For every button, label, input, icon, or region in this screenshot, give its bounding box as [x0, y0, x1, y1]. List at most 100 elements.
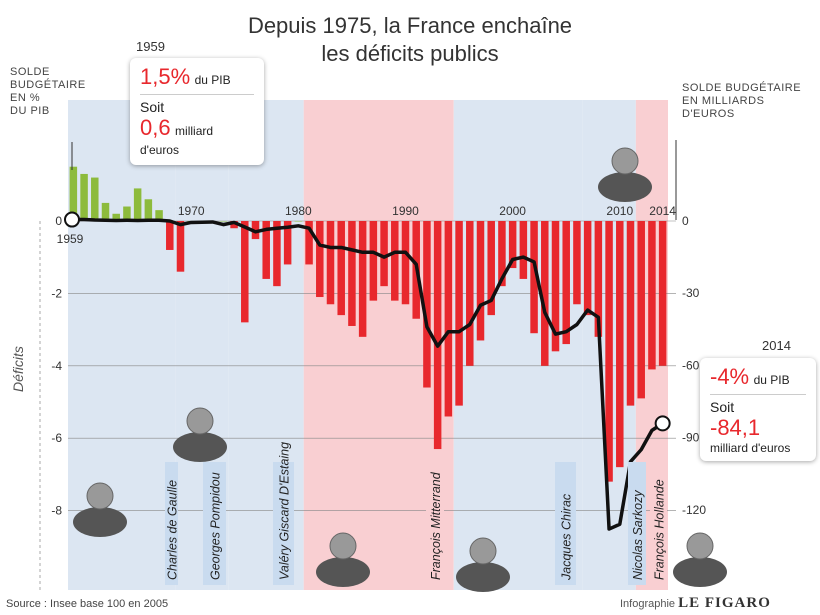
portrait-body — [456, 562, 510, 592]
president-label-box — [426, 462, 444, 585]
bar-1989 — [391, 221, 399, 301]
end-point — [654, 415, 671, 432]
bar-1998 — [487, 221, 495, 316]
left-axis-note-line: SOLDE — [10, 66, 50, 78]
president-name: Valéry Giscard D'Estaing — [278, 442, 292, 580]
president-name: Georges Pompidou — [209, 472, 223, 580]
bar-2001 — [519, 221, 528, 279]
president-name: François Hollande — [653, 479, 667, 580]
portraits — [73, 147, 727, 592]
bar-2003 — [541, 221, 549, 366]
bar-1982 — [316, 221, 324, 298]
y2-tick-label: -30 — [682, 286, 700, 300]
portrait-body — [173, 432, 227, 462]
callout-1959-year: 1959 — [136, 39, 165, 54]
president-label-box — [165, 462, 178, 585]
bar-1997 — [476, 221, 485, 341]
callout-2014-amount: -84,1 — [710, 415, 761, 440]
bar-2004 — [551, 221, 560, 352]
bar-1985 — [348, 221, 356, 326]
president-name: François Mitterrand — [429, 471, 443, 580]
footer-source: Source : Insee base 100 en 2005 — [6, 598, 169, 610]
president-labels: Charles de Gaulle Georges Pompidou Valéry … — [165, 442, 667, 585]
x-tick-label: 1970 — [178, 204, 205, 218]
bar-2007 — [583, 221, 592, 316]
bar-1996 — [466, 221, 474, 366]
y-tick-label: 0 — [55, 214, 62, 228]
bar-1967 — [155, 210, 163, 221]
y-tick-label: -4 — [51, 359, 62, 373]
bar-2014 — [658, 221, 667, 366]
y2-tick-label: -120 — [682, 503, 706, 517]
president-label-box — [628, 462, 646, 585]
bar-2000 — [508, 221, 517, 269]
callout-2014-pct: -4% — [710, 364, 750, 389]
x-tick-label: 1990 — [392, 204, 419, 218]
bar-1968 — [166, 221, 174, 250]
bar-1964 — [123, 206, 131, 221]
portrait-body — [73, 507, 127, 537]
bar-1975 — [241, 221, 249, 323]
y-axis-title: Déficits — [10, 346, 26, 392]
bar-1993 — [433, 221, 442, 450]
bar-1981 — [305, 221, 313, 265]
left-axis-note: SOLDE BUDGÉTAIRE EN % DU PIB — [10, 66, 86, 118]
start-point — [64, 211, 80, 228]
right-axis-note: SOLDE BUDGÉTAIRE EN MILLIARDS D'EUROS — [682, 82, 801, 121]
brand-name: LE FIGARO — [678, 595, 771, 611]
brand-prefix: Infographie — [620, 598, 676, 610]
bar-1986 — [358, 221, 367, 337]
portrait-head — [86, 482, 114, 510]
callout-2014-year: 2014 — [762, 338, 791, 353]
callout-2014: -4% du PIB Soit -84,1 milliard d'euros — [700, 358, 816, 461]
bar-2006 — [573, 221, 581, 305]
president-name: Nicolas Sarkozy — [631, 490, 645, 580]
bar-2012 — [637, 221, 645, 399]
bar-1973 — [219, 221, 228, 222]
portrait-head — [186, 407, 214, 435]
deficit-bars — [69, 166, 667, 482]
bar-2002 — [530, 221, 538, 334]
x-tick-label: 2010 — [606, 204, 633, 218]
bar-1978 — [273, 221, 281, 287]
bar-1977 — [262, 221, 270, 279]
portrait-body — [316, 557, 370, 587]
bar-1984 — [337, 221, 345, 316]
billions-series-line — [73, 217, 664, 531]
axes: 0 -2 -4 -6 -8 0 -30 -60 -90 -120 1970 1980 1990 2000 2… — [39, 140, 706, 590]
bar-1963 — [112, 213, 120, 221]
x-tick-label: 2000 — [499, 204, 526, 218]
callout-1959: 1,5% du PIB Soit 0,6 milliard d'euros — [130, 58, 264, 165]
presidency-bands — [68, 100, 668, 590]
bar-1959 — [69, 166, 78, 221]
president-label-box — [273, 462, 294, 585]
bar-1966 — [144, 199, 153, 221]
callout-1959-amount: 0,6 — [140, 115, 171, 140]
y2-tick-label: -60 — [682, 358, 700, 372]
callout-2014-amount-unit: milliard d'euros — [710, 441, 791, 455]
bar-1980 — [294, 221, 303, 222]
portrait-head — [329, 532, 357, 560]
bar-1999 — [498, 221, 506, 287]
callout-2014-pct-unit: du PIB — [753, 373, 790, 387]
left-axis-note-line: DU PIB — [10, 105, 50, 117]
billions-line — [64, 211, 671, 531]
y-tick-label: -6 — [51, 431, 62, 445]
y-tick-label: -2 — [51, 286, 62, 300]
portrait-body — [673, 557, 727, 587]
y2-tick-label: 0 — [682, 214, 689, 228]
bar-1960 — [80, 173, 88, 221]
bar-1962 — [101, 202, 110, 221]
right-axis-note-line: SOLDE BUDGÉTAIRE — [682, 82, 802, 94]
callout-1959-pct: 1,5% — [140, 64, 191, 89]
chart-title-line-2: les déficits publics — [321, 41, 499, 66]
bar-1965 — [133, 188, 142, 221]
x-tick-label: 1980 — [285, 204, 312, 218]
president-name: Jacques Chirac — [560, 493, 574, 581]
y-tick-label: -8 — [51, 504, 62, 518]
chart-title-line-1: Depuis 1975, la France enchaîne — [247, 13, 573, 38]
portrait-head — [686, 532, 714, 560]
callout-2014-soit: Soit — [710, 399, 735, 415]
bar-1969 — [176, 221, 185, 272]
